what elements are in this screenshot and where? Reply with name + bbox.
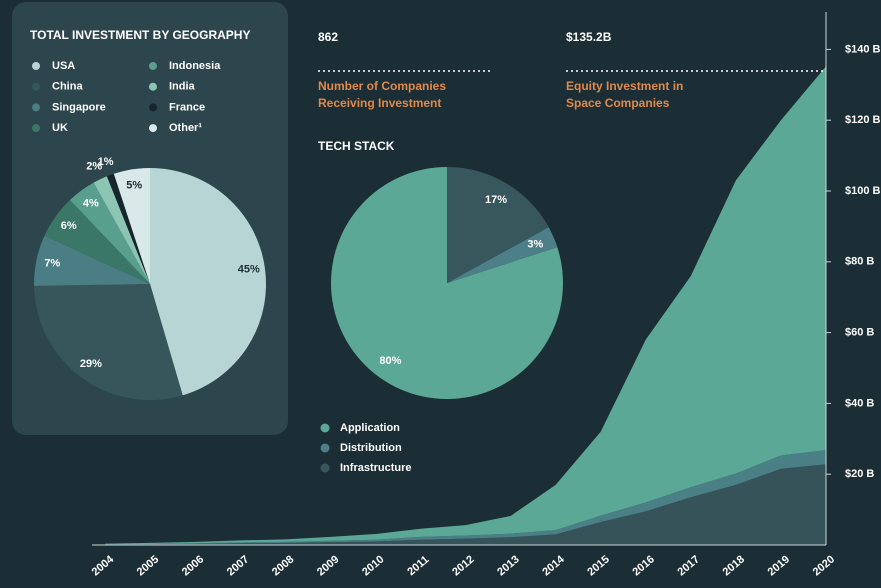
y-tick-label: $140 B: [845, 43, 881, 55]
stat-label: Number of Companies: [318, 79, 446, 93]
tech-pie: 80% 3% 17% TECH STACK Application Distributio…: [318, 139, 563, 474]
legend-label: USA: [52, 60, 75, 72]
pie-slice: [34, 235, 150, 286]
pie-slice: [106, 173, 150, 284]
legend-swatch: [149, 103, 157, 112]
legend-swatch: [149, 62, 157, 70]
stat-label: Receiving Investment: [318, 96, 441, 110]
pie-slice: [44, 200, 150, 284]
legend-swatch: [320, 463, 330, 473]
slice-label: 17%: [485, 194, 507, 206]
stats: 862 Number of Companies Receiving Investme…: [318, 30, 826, 110]
stat-value: $135.2B: [566, 30, 612, 44]
slice-label: 6%: [61, 220, 77, 232]
stat-label: Space Companies: [566, 96, 670, 110]
pie-slice: [447, 227, 558, 283]
chart-title: TECH STACK: [318, 139, 395, 153]
area-layer: [105, 450, 826, 545]
y-tick-label: $20 B: [845, 468, 874, 480]
legend-label: Infrastructure: [340, 462, 412, 474]
stat-value: 862: [318, 30, 338, 44]
slice-label: 80%: [379, 355, 401, 367]
pie-slice: [447, 167, 549, 283]
slice-label: 2%: [86, 161, 102, 173]
legend-swatch: [320, 423, 330, 433]
legend-swatch: [149, 82, 157, 91]
slice-label: 29%: [80, 358, 102, 370]
chart-title: TOTAL INVESTMENT BY GEOGRAPHY: [30, 28, 250, 42]
legend-label: India: [169, 81, 196, 93]
legend-swatch: [32, 82, 40, 91]
slice-label: 5%: [126, 179, 142, 191]
legend-swatch: [149, 124, 157, 133]
slice-label: 45%: [238, 264, 260, 276]
legend-label: Distribution: [340, 442, 402, 454]
area-layer: [105, 464, 826, 545]
pie-slice: [150, 168, 266, 396]
slice-label: 1%: [98, 156, 114, 168]
legend-swatch: [320, 443, 330, 453]
pie-slice: [113, 168, 150, 284]
legend-label: China: [52, 81, 83, 93]
y-tick-label: $80 B: [845, 256, 874, 268]
y-tick-label: $40 B: [845, 397, 874, 409]
legend-swatch: [32, 124, 40, 133]
legend-swatch: [32, 103, 40, 112]
pie-slice: [69, 182, 150, 284]
slice-label: 4%: [83, 198, 99, 210]
y-tick-label: $120 B: [845, 114, 881, 126]
legend-swatch: [32, 62, 40, 70]
slice-label: 3%: [527, 239, 543, 251]
y-tick-label: $60 B: [845, 327, 874, 339]
legend-label: Singapore: [52, 101, 106, 113]
area-layer: [105, 66, 826, 545]
legend-label: Application: [340, 422, 400, 434]
legend-label: UK: [52, 122, 68, 134]
slice-label: 7%: [44, 257, 60, 269]
legend-label: Indonesia: [169, 60, 221, 72]
geography-pie: 45% 29% 7% 6% 4% 2%1% 5% TOTAL INVESTMENT BY GE…: [30, 28, 266, 400]
stat-label: Equity Investment in: [566, 79, 683, 93]
pie-slice: [34, 284, 183, 400]
y-tick-label: $100 B: [845, 185, 881, 197]
legend-label: Other¹: [169, 122, 202, 134]
legend-label: France: [169, 101, 205, 113]
pie-slice: [93, 176, 150, 284]
